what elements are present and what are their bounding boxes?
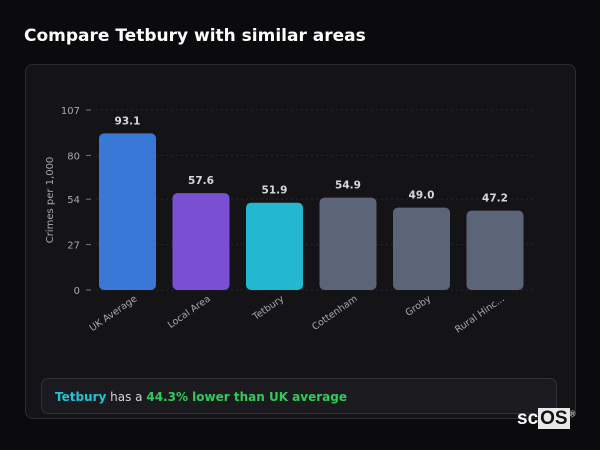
bar-value-label: 54.9 [335,180,361,192]
bar [393,207,450,290]
x-tick-label: UK Average [88,293,140,334]
bar [246,202,303,290]
x-tick-label: Cottenham [310,293,360,332]
summary-box: Tetbury has a 44.3% lower than UK averag… [41,378,557,414]
summary-place: Tetbury [55,390,107,404]
bar [466,210,524,290]
summary-highlight: 44.3% lower than UK average [146,390,347,404]
bar-value-label: 49.0 [409,190,435,202]
y-tick-label: 80 [67,151,80,162]
bar-value-label: 51.9 [262,185,288,197]
y-tick-label: 54 [67,195,80,206]
page-title: Compare Tetbury with similar areas [24,26,366,46]
bar-value-label: 57.6 [188,175,214,187]
bar-value-label: 93.1 [115,115,141,127]
y-tick-label: 27 [67,241,80,252]
bar [172,193,230,290]
bar [319,197,377,290]
bar [99,133,156,290]
bar-value-label: 47.2 [482,193,508,205]
y-tick-label: 107 [61,106,80,117]
x-tick-label: Groby [404,293,434,319]
x-tick-label: Rural Hinc... [453,293,507,335]
x-tick-label: Local Area [166,293,213,330]
summary-text: has a [106,390,147,404]
y-axis-label: Crimes per 1,000 [45,157,56,244]
watermark-logo: sc OS ® [517,408,576,429]
x-tick-label: Tetbury [250,293,286,323]
y-tick-label: 0 [74,286,80,297]
